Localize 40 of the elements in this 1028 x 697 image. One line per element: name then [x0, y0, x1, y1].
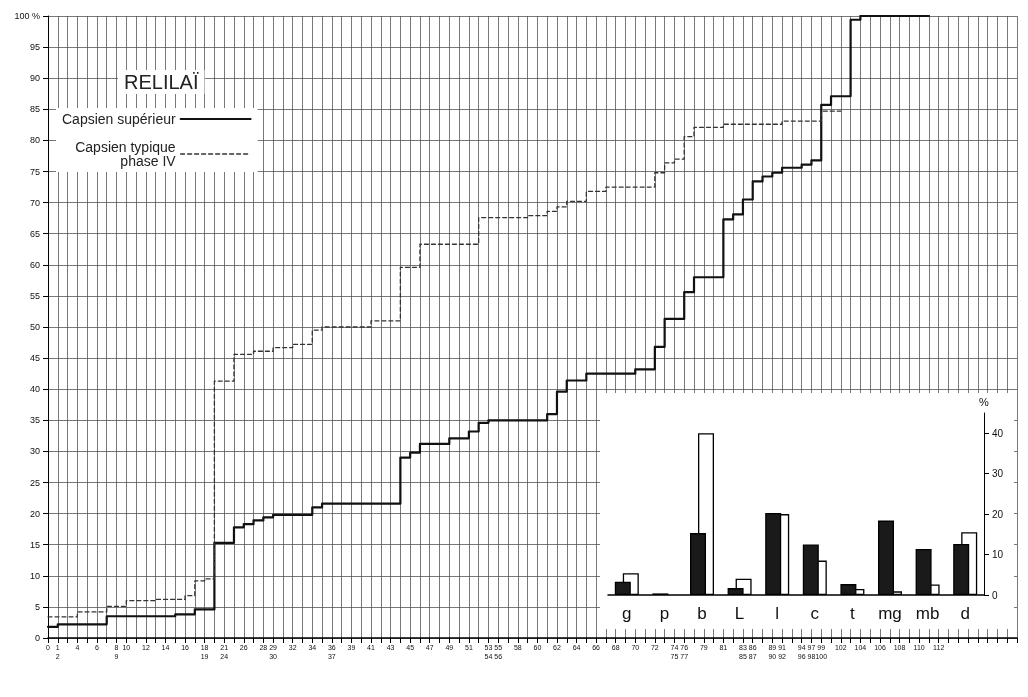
y-tick-label: 85: [29, 104, 40, 115]
y-tick-label: 20: [992, 508, 1004, 520]
y-tick-label: 55: [29, 290, 40, 301]
y-tick-label: 45: [29, 353, 40, 364]
y-tick-label: 70: [29, 197, 40, 208]
y-tick-label: 95: [29, 42, 40, 53]
y-tick-label: 60: [29, 259, 40, 270]
x-tick-label: g: [622, 604, 632, 623]
text: RELILAÏ: [124, 71, 199, 93]
y-tick-label: 0: [992, 589, 998, 601]
x-tick-label: d: [960, 604, 970, 623]
x-tick-label: l: [775, 604, 780, 623]
y-tick-label: 40: [29, 384, 40, 395]
y-tick-label: 90: [29, 73, 40, 84]
y-tick-label: 75: [29, 166, 40, 177]
x-tick-label: L: [734, 604, 745, 623]
legend-label: Capsien supérieur: [62, 111, 176, 127]
legend-label: Capsien typique phase IV: [75, 139, 177, 169]
y-tick-label: 40: [992, 427, 1004, 439]
x-tick-label: t: [850, 604, 856, 623]
y-axis-title: %: [979, 395, 990, 408]
x-tick-label: p: [659, 604, 670, 623]
x-tick-label: mb: [915, 604, 940, 623]
x-tick-label: c: [810, 604, 820, 623]
y-tick-label: 35: [29, 415, 40, 426]
y-tick-label: 10: [29, 570, 40, 581]
y-tick-label: 100 %: [14, 11, 40, 21]
y-tick-label: 5: [34, 601, 40, 612]
y-tick-label: 50: [29, 322, 40, 332]
y-tick-label: 0: [34, 633, 40, 643]
y-tick-label: 15: [29, 539, 40, 550]
y-tick-label: 30: [992, 468, 1004, 480]
y-tick-label: 80: [29, 135, 40, 146]
x-tick-label: b: [697, 604, 707, 623]
x-tick-label: mg: [878, 604, 902, 623]
y-tick-label: 10: [992, 549, 1004, 561]
y-tick-label: 30: [29, 446, 40, 457]
y-tick-label: 20: [29, 508, 40, 519]
y-tick-label: 25: [29, 477, 40, 488]
y-tick-label: 65: [29, 228, 40, 239]
